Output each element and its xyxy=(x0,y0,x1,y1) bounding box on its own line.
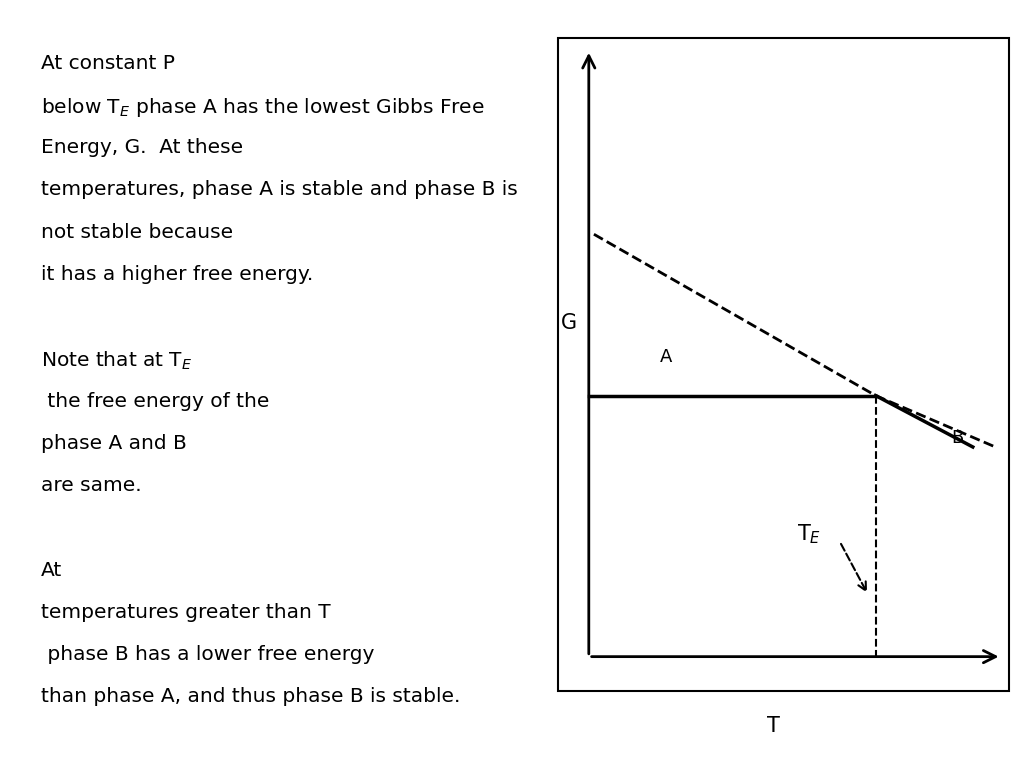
Text: At constant P: At constant P xyxy=(41,54,175,73)
Text: phase B has a lower free energy: phase B has a lower free energy xyxy=(41,645,375,664)
Text: than phase A, and thus phase B is stable.: than phase A, and thus phase B is stable… xyxy=(41,687,461,707)
Text: T$_E$: T$_E$ xyxy=(797,522,821,545)
Text: the free energy of the: the free energy of the xyxy=(41,392,269,411)
Text: Energy, G.  At these: Energy, G. At these xyxy=(41,138,243,157)
Text: below T$_E$ phase A has the lowest Gibbs Free: below T$_E$ phase A has the lowest Gibbs… xyxy=(41,96,484,119)
Text: temperatures, phase A is stable and phase B is: temperatures, phase A is stable and phas… xyxy=(41,180,518,200)
Text: Note that at T$_E$: Note that at T$_E$ xyxy=(41,349,193,372)
Text: phase A and B: phase A and B xyxy=(41,434,186,453)
Text: A: A xyxy=(659,348,672,366)
Text: G: G xyxy=(561,313,578,333)
FancyBboxPatch shape xyxy=(558,38,1009,691)
Text: T: T xyxy=(767,716,779,736)
Text: temperatures greater than T: temperatures greater than T xyxy=(41,603,331,622)
Text: B: B xyxy=(951,429,964,447)
Text: are same.: are same. xyxy=(41,476,141,495)
Text: not stable because: not stable because xyxy=(41,223,233,242)
Text: it has a higher free energy.: it has a higher free energy. xyxy=(41,265,313,284)
Text: At: At xyxy=(41,561,62,580)
